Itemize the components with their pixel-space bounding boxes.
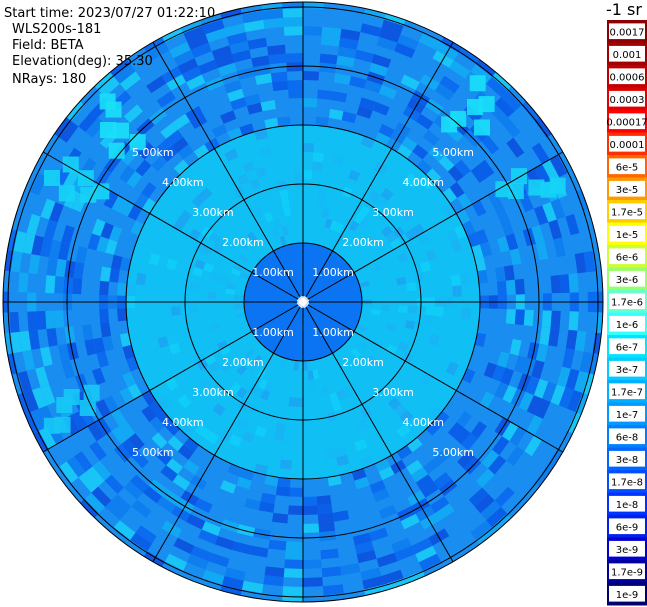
start-time-label: Start time: 2023/07/27 01:22:10: [4, 6, 216, 21]
colorbar-tick-label: 3e-8: [616, 455, 639, 466]
colorbar-tick-label: 6e-7: [616, 342, 639, 353]
colorbar-label-box: [609, 473, 645, 490]
ring-label-4km: 4.00km: [162, 416, 204, 429]
ring-label-4km: 4.00km: [402, 176, 444, 189]
range-ring-labels: 1.00km 1.00km 1.00km 1.00km 2.00km 2.00km 2.00…: [132, 146, 474, 459]
ring-label-1km: 1.00km: [312, 326, 354, 339]
ring-label-1km: 1.00km: [252, 326, 294, 339]
spoke-60: [302, 151, 564, 303]
colorbar-label-box: [609, 338, 645, 355]
ring-label-3km: 3.00km: [192, 386, 234, 399]
colorbar-label-box: [609, 203, 645, 220]
colorbar-tick-label: 1e-8: [616, 500, 639, 511]
colorbar-tick-label: 3e-6: [616, 275, 639, 286]
spoke-330: [152, 41, 304, 303]
colorbar-label-box: [609, 113, 645, 130]
instrument-label: WLS200s-181: [12, 22, 102, 37]
ring-label-1km: 1.00km: [312, 266, 354, 279]
azimuth-spokes: [3, 2, 603, 602]
ring-label-2km: 2.00km: [342, 356, 384, 369]
elevation-label: Elevation(deg): 35.30: [12, 54, 153, 69]
ring-label-1km: 1.00km: [252, 266, 294, 279]
ring-label-5km: 5.00km: [432, 446, 474, 459]
colorbar-tick-label: 1e-9: [616, 590, 639, 601]
colorbar-tick-label: 1e-5: [616, 230, 639, 241]
colorbar-label-box: [609, 293, 645, 310]
colorbar-label-box: [609, 518, 645, 535]
colorbar-label-box: [609, 248, 645, 265]
colorbar-label-box: [609, 90, 645, 107]
colorbar-tick-label: 0.0017: [610, 27, 645, 38]
colorbar-label-box: [609, 540, 645, 557]
ring-label-5km: 5.00km: [132, 146, 174, 159]
ring-label-3km: 3.00km: [192, 206, 234, 219]
colorbar-label-box: [609, 585, 645, 602]
colorbar-tick-label: 3e-9: [616, 545, 639, 556]
colorbar: -1 sr 0.0017 0.001 0.0006 0.0003 0.00017 0.00…: [606, 0, 647, 606]
colorbar-label-box: [609, 68, 645, 85]
spoke-210: [152, 301, 304, 563]
colorbar-label-box: [609, 45, 645, 62]
colorbar-label-box: [609, 135, 645, 152]
colorbar-label-box: [609, 158, 645, 175]
ring-label-3km: 3.00km: [372, 206, 414, 219]
ring-label-5km: 5.00km: [432, 146, 474, 159]
colorbar-tick-label: 0.0003: [610, 95, 645, 106]
ring-label-5km: 5.00km: [132, 446, 174, 459]
colorbar-tick-label: 3e-5: [616, 185, 639, 196]
colorbar-unit-label: -1 sr: [606, 0, 642, 19]
ring-label-2km: 2.00km: [342, 236, 384, 249]
ring-label-4km: 4.00km: [402, 416, 444, 429]
colorbar-label-box: [609, 405, 645, 422]
colorbar-label-box: [609, 563, 645, 580]
colorbar-label-box: [609, 315, 645, 332]
ring-label-3km: 3.00km: [372, 386, 414, 399]
nrays-label: NRays: 180: [12, 72, 87, 87]
colorbar-tick-label: 0.00017: [606, 117, 647, 128]
colorbar-label-box: [609, 360, 645, 377]
colorbar-label-box: [609, 383, 645, 400]
colorbar-tick-label: 1.7e-8: [611, 477, 643, 488]
colorbar-label-box: [609, 270, 645, 287]
colorbar-label-box: [609, 495, 645, 512]
colorbar-tick-label: 1e-7: [616, 410, 639, 421]
colorbar-tick-label: 6e-9: [616, 522, 639, 533]
spoke-30: [302, 41, 454, 303]
field-label: Field: BETA: [12, 38, 84, 53]
colorbar-label-box: [609, 225, 645, 242]
colorbar-tick-label: 3e-7: [616, 365, 639, 376]
colorbar-label-box: [609, 428, 645, 445]
colorbar-tick-label: 0.001: [613, 50, 642, 61]
colorbar-tick-label: 1e-6: [616, 320, 639, 331]
ring-label-2km: 2.00km: [222, 356, 264, 369]
spoke-120: [302, 301, 564, 453]
colorbar-tick-label: 1.7e-9: [611, 567, 643, 578]
spoke-300: [42, 151, 304, 303]
spoke-240: [42, 301, 304, 453]
scan-disc: [3, 2, 603, 602]
ring-label-2km: 2.00km: [222, 236, 264, 249]
colorbar-tick-label: 6e-5: [616, 162, 639, 173]
colorbar-tick-label: 1.7e-6: [611, 297, 643, 308]
spoke-150: [302, 301, 454, 563]
colorbar-label-box: [609, 450, 645, 467]
colorbar-tick-label: 1.7e-7: [611, 387, 643, 398]
colorbar-label-box: [609, 23, 645, 40]
colorbar-tick-label: 6e-6: [616, 252, 639, 263]
ring-label-4km: 4.00km: [162, 176, 204, 189]
colorbar-tick-label: 6e-8: [616, 432, 639, 443]
colorbar-label-box: [609, 180, 645, 197]
colorbar-tick-label: 0.0006: [610, 72, 645, 83]
colorbar-tick-label: 0.0001: [610, 140, 645, 151]
colorbar-tick-label: 1.7e-5: [611, 207, 643, 218]
